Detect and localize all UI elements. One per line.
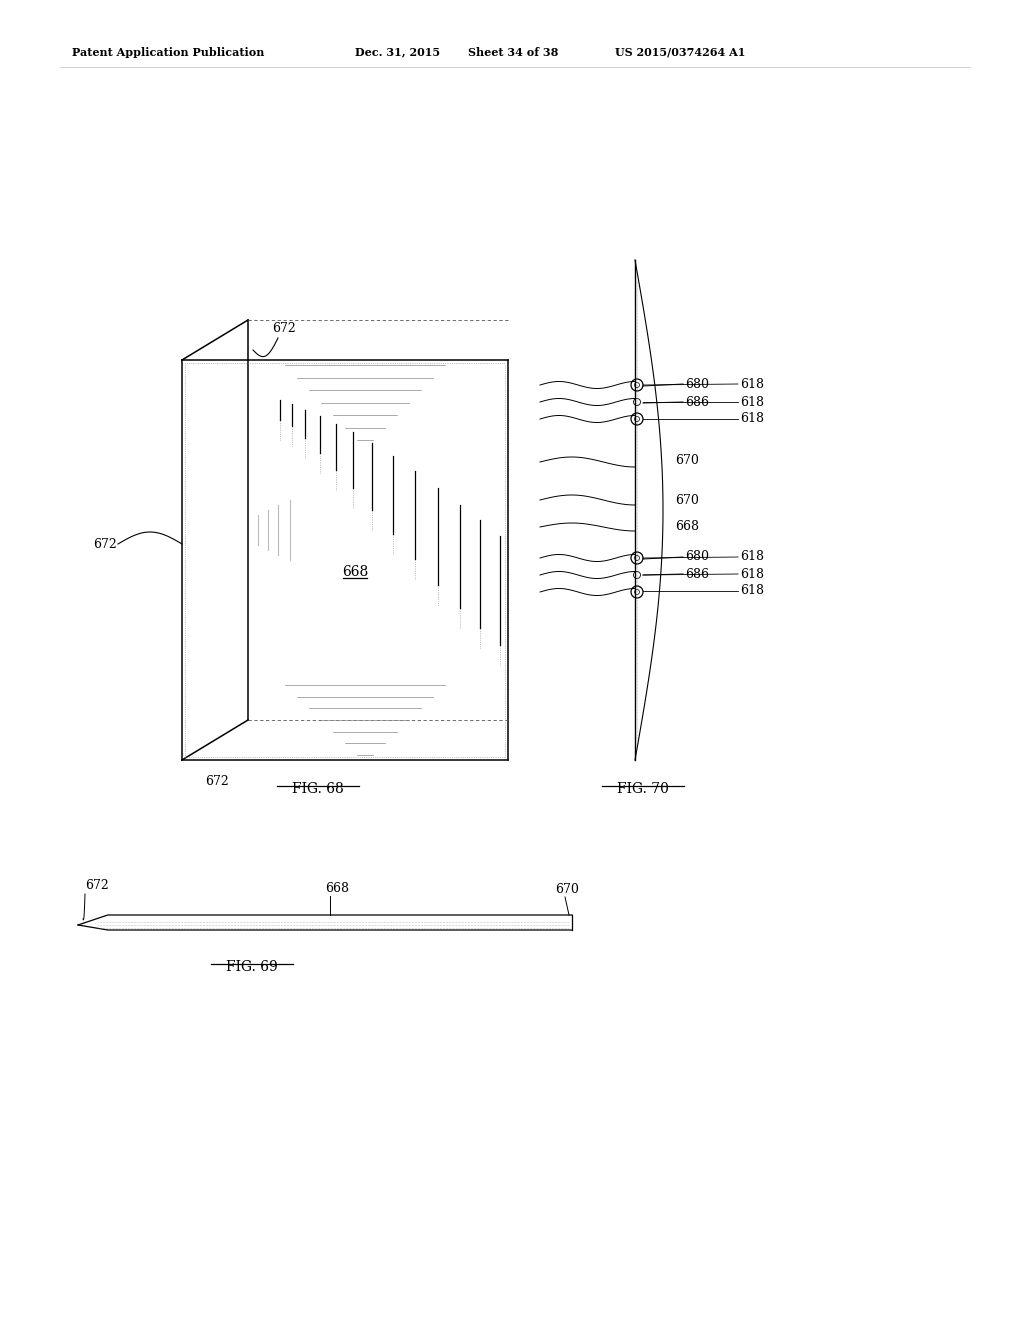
Text: 670: 670: [675, 454, 698, 466]
Text: 672: 672: [205, 775, 228, 788]
Text: 670: 670: [555, 883, 579, 896]
Text: 668: 668: [342, 565, 368, 579]
Text: Sheet 34 of 38: Sheet 34 of 38: [468, 46, 558, 58]
Text: 680: 680: [685, 378, 709, 391]
Text: FIG. 70: FIG. 70: [617, 781, 669, 796]
Text: FIG. 68: FIG. 68: [292, 781, 344, 796]
Text: 618: 618: [740, 378, 764, 391]
Text: 670: 670: [675, 494, 698, 507]
Text: 618: 618: [740, 550, 764, 564]
Text: 618: 618: [740, 396, 764, 408]
Text: 672: 672: [85, 879, 109, 892]
Text: 686: 686: [685, 396, 709, 408]
Text: 686: 686: [685, 568, 709, 581]
Text: 672: 672: [93, 539, 117, 552]
Text: Patent Application Publication: Patent Application Publication: [72, 46, 264, 58]
Text: 618: 618: [740, 585, 764, 598]
Text: 668: 668: [325, 882, 349, 895]
Text: 672: 672: [272, 322, 296, 335]
Text: Dec. 31, 2015: Dec. 31, 2015: [355, 46, 440, 58]
Text: 680: 680: [685, 550, 709, 564]
Text: FIG. 69: FIG. 69: [226, 960, 278, 974]
Text: US 2015/0374264 A1: US 2015/0374264 A1: [615, 46, 745, 58]
Text: 618: 618: [740, 412, 764, 425]
Text: 618: 618: [740, 568, 764, 581]
Text: 668: 668: [675, 520, 699, 533]
